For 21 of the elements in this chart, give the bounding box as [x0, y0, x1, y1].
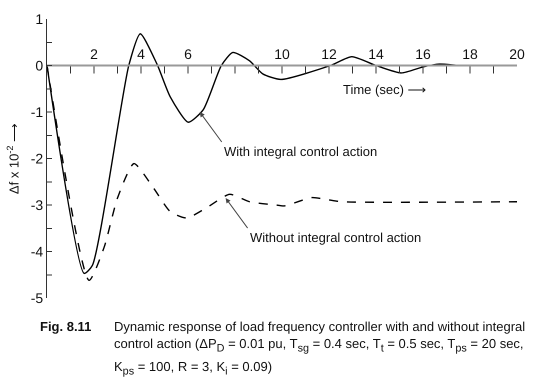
y-tick-label: -1 [30, 104, 44, 120]
y-tick-label: -2 [30, 150, 44, 166]
y-tick-label: -4 [30, 243, 44, 260]
x-tick-label: 6 [184, 46, 192, 62]
x-axis-title: Time (sec) ⟶ [343, 82, 427, 97]
annotation: With integral control action [224, 144, 378, 159]
x-tick-label: 10 [274, 46, 290, 62]
x-tick-label: 4 [137, 46, 146, 62]
x-tick-label: 12 [321, 46, 337, 62]
y-tick-label: 0 [35, 57, 44, 74]
y-tick-label: -3 [30, 196, 44, 213]
x-tick-label: 16 [415, 46, 431, 62]
caption: Fig. 8.11 [40, 318, 92, 336]
x-tick-label: 14 [368, 46, 384, 62]
x-tick-label: 2 [90, 46, 98, 62]
x-tick-label: 20 [509, 46, 525, 62]
text: Dynamic response of load frequency controller with and without integral control action (ΔP$_{D}$ = 0.01 pu, T$_{sg}$ = 0.4 sec, T$_{t}$ = 0.5 sec, T$_{ps}$ = 20 sec, K$_{ps}$ = 100, R = 3, K$_{i}$ = 0.09) [114, 319, 526, 378]
y-tick-label: -5 [30, 290, 44, 306]
x-tick-label: 18 [462, 46, 478, 62]
annotation: Without integral control action [250, 230, 422, 245]
y-tick-label: 1 [35, 10, 44, 27]
